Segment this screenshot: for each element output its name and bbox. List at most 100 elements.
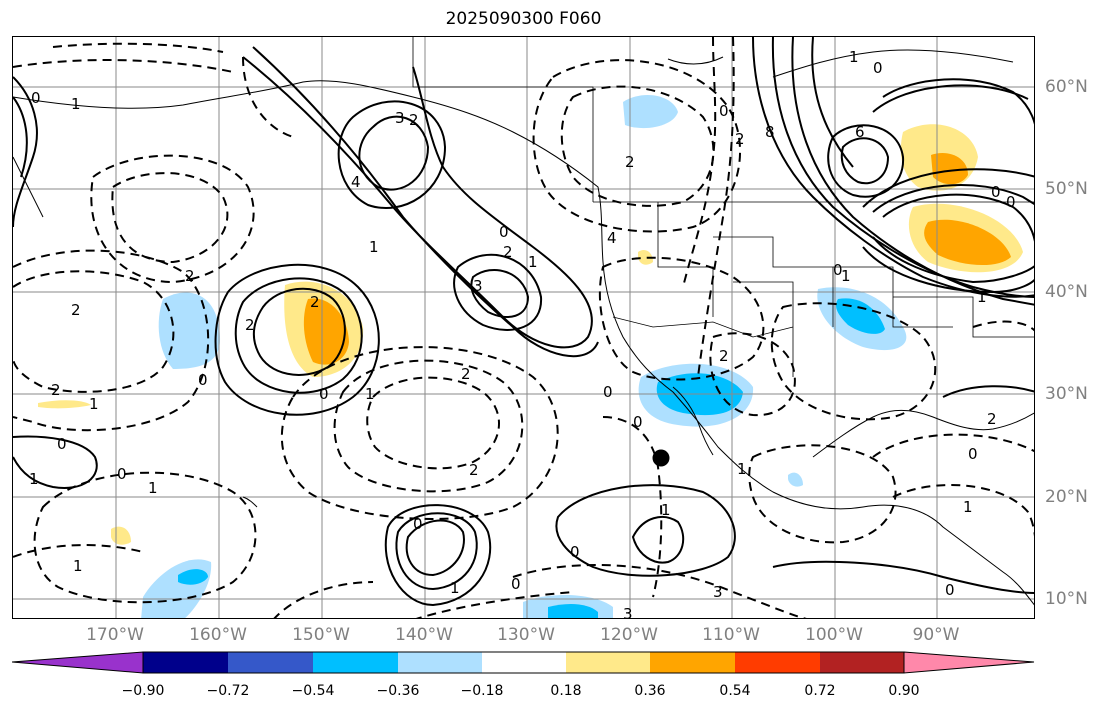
contour-label: 6 xyxy=(855,123,865,141)
contour-label: 4 xyxy=(351,173,361,191)
contour-label: 2 xyxy=(503,243,513,261)
contour-label: 0 xyxy=(57,435,67,453)
contour-label: 1 xyxy=(71,95,81,113)
contour-label: 1 xyxy=(528,253,538,271)
lon-label: 150°W xyxy=(292,625,350,645)
contour-label: 2 xyxy=(71,301,81,319)
contour-label: 1 xyxy=(365,385,375,403)
colorbar-tick: −0.36 xyxy=(376,683,420,699)
positive-anomaly-orange xyxy=(931,153,968,185)
colorbar-tick: −0.54 xyxy=(291,683,335,699)
contour-label: 0 xyxy=(633,413,643,431)
lat-label: 30°N xyxy=(1045,384,1088,404)
negative-anomaly-blue xyxy=(178,569,208,585)
plot-title: 2025090300 F060 xyxy=(445,9,602,29)
lon-label: 170°W xyxy=(86,625,144,645)
contour-label: 0 xyxy=(945,581,955,599)
contours-positive xyxy=(13,37,1034,607)
colorbar-tick: −0.90 xyxy=(121,683,165,699)
lon-label: 90°W xyxy=(912,625,960,645)
contour-label: 1 xyxy=(977,288,987,306)
colorbar-segment xyxy=(313,652,398,673)
contour-label: 3 xyxy=(395,109,405,127)
contour-label: 0 xyxy=(991,183,1001,201)
map-canvas: 0 1 3 2 4 1 0 3 2 1 2 2 2 0 1 2 2 0 2 1 … xyxy=(13,37,1034,619)
lat-label: 10°N xyxy=(1045,589,1088,609)
contour-label: 2 xyxy=(469,461,479,479)
colorbar-segment xyxy=(566,652,650,673)
contour-label: 1 xyxy=(661,501,671,519)
contour-label: 2 xyxy=(719,347,729,365)
contour-label: 3 xyxy=(713,583,723,601)
lon-label: 140°W xyxy=(395,625,453,645)
lon-label: 100°W xyxy=(805,625,863,645)
lat-label: 20°N xyxy=(1045,487,1088,507)
contour-label: 0 xyxy=(31,89,41,107)
contours-negative xyxy=(13,37,1034,618)
contour-label: 0 xyxy=(117,465,127,483)
lat-label: 50°N xyxy=(1045,179,1088,199)
contour-label: 1 xyxy=(849,48,859,66)
contour-label: 2 xyxy=(625,153,635,171)
contour-label: 0 xyxy=(413,515,423,533)
contour-label: 2 xyxy=(185,267,195,285)
positive-anomaly-orange xyxy=(303,298,349,365)
colorbar-segment xyxy=(482,652,566,673)
colorbar-tick: 0.72 xyxy=(804,683,836,699)
contour-label: 2 xyxy=(310,293,320,311)
contour-label: 3 xyxy=(623,605,633,619)
coastlines xyxy=(13,49,1034,606)
negative-anomaly-blue xyxy=(836,298,885,334)
contour-label: 2 xyxy=(245,316,255,334)
colorbar-extend-low xyxy=(12,651,144,674)
contour-label: 0 xyxy=(319,385,329,403)
contour-label: 2 xyxy=(409,111,419,129)
contour-label: 1 xyxy=(29,470,39,488)
lon-label: 130°W xyxy=(497,625,555,645)
colorbar-segment xyxy=(143,652,228,673)
map-panel: 0 1 3 2 4 1 0 3 2 1 2 2 2 0 1 2 2 0 2 1 … xyxy=(12,36,1035,619)
positive-anomaly-yellow xyxy=(638,250,653,265)
lat-label: 60°N xyxy=(1045,77,1088,97)
colorbar-tick: −0.18 xyxy=(460,683,504,699)
political-borders xyxy=(412,37,1034,377)
positive-anomaly-yellow xyxy=(111,526,131,545)
contour-label: 0 xyxy=(1006,193,1016,211)
contour-label: 0 xyxy=(511,575,521,593)
colorbar xyxy=(12,651,1035,674)
colorbar-segment xyxy=(228,652,313,673)
contour-label: 2 xyxy=(51,381,61,399)
contour-label: 2 xyxy=(735,130,745,148)
contour-label: 0 xyxy=(198,371,208,389)
contour-label: 1 xyxy=(73,557,83,575)
contour-label: 3 xyxy=(473,277,483,295)
graticule xyxy=(13,37,1034,618)
colorbar-extend-high xyxy=(903,651,1035,674)
lon-label: 110°W xyxy=(702,625,760,645)
contour-label: 1 xyxy=(369,238,379,256)
contour-label: 0 xyxy=(873,59,883,77)
negative-anomaly-lightblue xyxy=(788,472,803,487)
contour-label: 1 xyxy=(148,479,158,497)
shading-layer xyxy=(38,94,1023,618)
contour-label: 2 xyxy=(461,365,471,383)
colorbar-segment xyxy=(735,652,820,673)
colorbar-tick: 0.54 xyxy=(719,683,751,699)
lon-label: 120°W xyxy=(600,625,658,645)
lat-label: 40°N xyxy=(1045,282,1088,302)
contour-label: 1 xyxy=(841,267,851,285)
negative-anomaly-lightblue xyxy=(623,94,678,129)
contour-label: 1 xyxy=(450,579,460,597)
colorbar-segment xyxy=(650,652,735,673)
contour-label: 4 xyxy=(607,229,617,247)
colorbar-tick: 0.90 xyxy=(888,683,920,699)
positive-anomaly-yellow xyxy=(38,400,91,409)
colorbar-tick: −0.72 xyxy=(206,683,250,699)
colorbar-segment xyxy=(820,652,904,673)
contour-labels: 0 1 3 2 4 1 0 3 2 1 2 2 2 0 1 2 2 0 2 1 … xyxy=(29,48,1016,619)
lon-label: 160°W xyxy=(189,625,247,645)
storm-position-marker xyxy=(652,449,670,467)
contour-label: 0 xyxy=(968,445,978,463)
contour-label: 1 xyxy=(89,395,99,413)
contour-label: 1 xyxy=(737,460,747,478)
